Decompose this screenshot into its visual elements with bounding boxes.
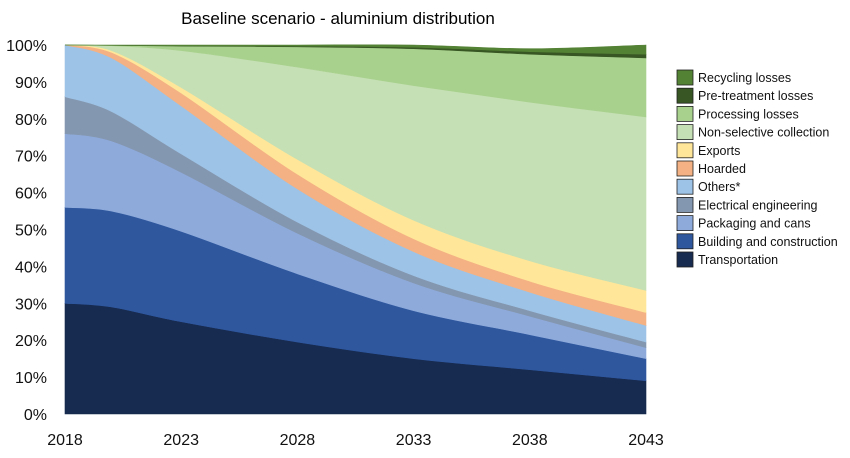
y-tick-label: 100% bbox=[6, 38, 47, 55]
x-tick-label: 2018 bbox=[47, 432, 83, 449]
x-tick-label: 2033 bbox=[396, 432, 432, 449]
legend-label-non-selective-collection: Non-selective collection bbox=[698, 126, 829, 140]
legend-swatch-packaging-and-cans bbox=[676, 215, 694, 232]
y-tick-label: 70% bbox=[15, 149, 47, 166]
x-tick-label: 2043 bbox=[628, 432, 664, 449]
y-tick-label: 20% bbox=[15, 333, 47, 350]
legend-swatch-pre-treatment-losses bbox=[676, 87, 694, 104]
y-tick-label: 30% bbox=[15, 296, 47, 313]
legend-label-exports: Exports bbox=[698, 144, 740, 158]
legend-label-packaging-and-cans: Packaging and cans bbox=[698, 217, 811, 231]
y-tick-label: 50% bbox=[15, 223, 47, 240]
legend-label-others: Others* bbox=[698, 180, 741, 194]
y-tick-label: 80% bbox=[15, 112, 47, 129]
x-tick-label: 2023 bbox=[163, 432, 199, 449]
area-recycling-losses bbox=[64, 44, 647, 55]
legend-label-recycling-losses: Recycling losses bbox=[698, 71, 791, 85]
x-tick-label: 2028 bbox=[280, 432, 316, 449]
legend-swatch-building-and-construction bbox=[676, 233, 694, 250]
chart-title: Baseline scenario - aluminium distributi… bbox=[181, 9, 495, 28]
legend-swatch-others bbox=[676, 178, 694, 195]
legend-swatch-exports bbox=[676, 142, 694, 159]
area-series-group bbox=[64, 44, 647, 415]
legend-label-building-and-construction: Building and construction bbox=[698, 235, 838, 249]
legend-swatch-recycling-losses bbox=[676, 69, 694, 86]
y-tick-label: 90% bbox=[15, 75, 47, 92]
legend-swatch-hoarded bbox=[676, 160, 694, 177]
legend-swatch-transportation bbox=[676, 251, 694, 268]
legend-label-hoarded: Hoarded bbox=[698, 162, 746, 176]
y-tick-label: 10% bbox=[15, 370, 47, 387]
y-tick-label: 40% bbox=[15, 259, 47, 276]
legend-swatch-electrical-engineering bbox=[676, 196, 694, 213]
legend-label-processing-losses: Processing losses bbox=[698, 107, 799, 121]
y-axis: 0% 10% 20% 30% 40% 50% 60% 70% 80% 90% 100% bbox=[6, 38, 47, 424]
legend-label-transportation: Transportation bbox=[698, 253, 778, 267]
legend-label-pre-treatment-losses: Pre-treatment losses bbox=[698, 89, 813, 103]
x-tick-label: 2038 bbox=[512, 432, 548, 449]
x-axis: 2018 2023 2028 2033 2038 2043 bbox=[47, 432, 664, 449]
legend-swatch-non-selective-collection bbox=[676, 124, 694, 140]
legend: Recycling losses Pre-treatment losses Proc… bbox=[670, 64, 842, 272]
legend-label-electrical-engineering: Electrical engineering bbox=[698, 198, 818, 212]
y-tick-label: 60% bbox=[15, 186, 47, 203]
y-tick-label: 0% bbox=[24, 407, 47, 424]
legend-swatch-processing-losses bbox=[676, 106, 694, 122]
